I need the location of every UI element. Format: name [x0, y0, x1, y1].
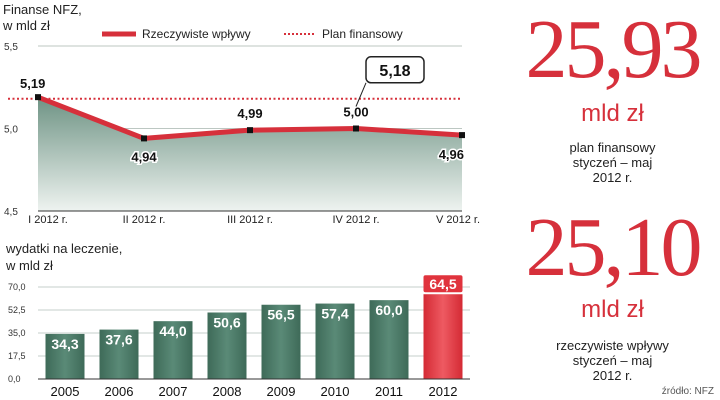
bar [153, 321, 193, 379]
line-value-label: 4,99 [237, 106, 262, 121]
bar [423, 294, 463, 379]
stat-actual-desc-line: rzeczywiste wpływy [556, 338, 669, 353]
y-tick-label: 4,5 [4, 207, 18, 218]
bar-value-label: 50,6 [213, 314, 240, 330]
bar-value-label: 60,0 [375, 302, 402, 318]
line-chart-x-tick-labels: I 2012 r. II 2012 r. III 2012 r. IV 2012 r.… [28, 214, 480, 226]
bar-chart-subtitle: w mld zł [5, 258, 53, 273]
bar-value-label: 64,5 [429, 276, 456, 292]
stat-actual-description: rzeczywiste wpływy styczeń – maj 2012 r. [505, 338, 720, 383]
stat-plan-unit: mld zł [581, 100, 644, 127]
stat-plan-desc-line: plan finansowy [569, 140, 656, 155]
source-note: źródło: NFZ [661, 386, 714, 397]
bar-value-label: 34,3 [51, 336, 78, 352]
line-point [459, 132, 465, 139]
bar [45, 333, 85, 379]
stat-actual-unit: mld zł [581, 296, 644, 323]
line-point [35, 94, 41, 101]
legend-label-actual: Rzeczywiste wpływy [142, 27, 251, 41]
x-tick-label: 2007 [159, 384, 188, 399]
line-point [353, 125, 359, 132]
bar-label-badge [423, 275, 463, 293]
stat-plan: 25,93 mld zł plan finansowy styczeń – ma… [505, 3, 720, 186]
bar-value-label: 44,0 [159, 323, 186, 339]
bar [369, 300, 409, 379]
stat-plan-value: 25,93 [525, 3, 703, 96]
stat-plan-desc-line: 2012 r. [592, 170, 633, 185]
plan-callout-box [365, 56, 425, 84]
y-tick-label: 17,5 [8, 351, 26, 361]
x-tick-label: 2010 [321, 384, 350, 399]
x-tick-label: II 2012 r. [123, 214, 166, 226]
stat-actual-desc-line: styczeń – maj [572, 353, 653, 368]
stat-actual: 25,10 mld zł rzeczywiste wpływy styczeń … [505, 201, 720, 384]
bar-value-label: 56,5 [267, 307, 294, 323]
line-point [247, 127, 253, 134]
y-tick-label: 0,0 [8, 374, 21, 384]
stat-plan-desc-line: styczeń – maj [572, 155, 653, 170]
x-tick-label: V 2012 r. [436, 214, 480, 226]
y-tick-label: 35,0 [8, 328, 26, 338]
bar-chart-title: wydatki na leczenie, [5, 241, 122, 256]
x-tick-label: 2009 [267, 384, 296, 399]
plan-callout-value: 5,18 [379, 63, 410, 80]
legend-label-plan: Plan finansowy [322, 27, 403, 41]
bar-chart-bars: 34,3 37,6 44,0 50,6 56,5 57,4 60,0 64,5 [45, 275, 463, 379]
line-value-label: 5,19 [20, 76, 45, 91]
x-tick-label: 2005 [51, 384, 80, 399]
line-chart-area [38, 97, 462, 211]
y-tick-label: 70,0 [8, 282, 26, 292]
bar-value-label: 37,6 [105, 332, 132, 348]
bar-value-label: 57,4 [321, 306, 348, 322]
line-chart-title: Finanse NFZ, [3, 2, 82, 17]
bar [99, 329, 139, 379]
bar [207, 312, 247, 379]
line-value-label: 4,96 [439, 147, 464, 162]
bar [315, 303, 355, 379]
line-chart-value-labels: 5,19 4,94 4,99 5,00 4,96 [19, 75, 466, 166]
x-tick-label: 2006 [105, 384, 134, 399]
stat-actual-desc-line: 2012 r. [592, 368, 633, 383]
line-chart-subtitle: w mld zł [2, 18, 50, 33]
line-chart-legend: Rzeczywiste wpływy Plan finansowy [102, 27, 403, 41]
line-point [141, 135, 147, 142]
bar-chart-x-tick-labels: 2005 2006 2007 2008 2009 2010 2011 2012 [51, 384, 458, 399]
plan-callout-leader [355, 82, 367, 107]
x-tick-label: IV 2012 r. [332, 214, 379, 226]
plan-callout: 5,18 [355, 56, 425, 107]
line-chart-points [35, 94, 465, 142]
line-value-label: 4,94 [131, 149, 157, 164]
x-tick-label: 2008 [213, 384, 242, 399]
x-tick-label: 2011 [375, 384, 403, 399]
stat-plan-description: plan finansowy styczeń – maj 2012 r. [505, 140, 720, 185]
stat-actual-value: 25,10 [525, 201, 703, 294]
y-tick-label: 5,0 [4, 125, 18, 136]
y-tick-label: 5,5 [4, 42, 18, 53]
y-tick-label: 52,5 [8, 305, 26, 315]
x-tick-label: 2012 [429, 384, 458, 399]
x-tick-label: I 2012 r. [28, 214, 68, 226]
x-tick-label: III 2012 r. [227, 214, 273, 226]
line-value-label: 5,00 [343, 105, 368, 120]
bar [261, 304, 301, 379]
